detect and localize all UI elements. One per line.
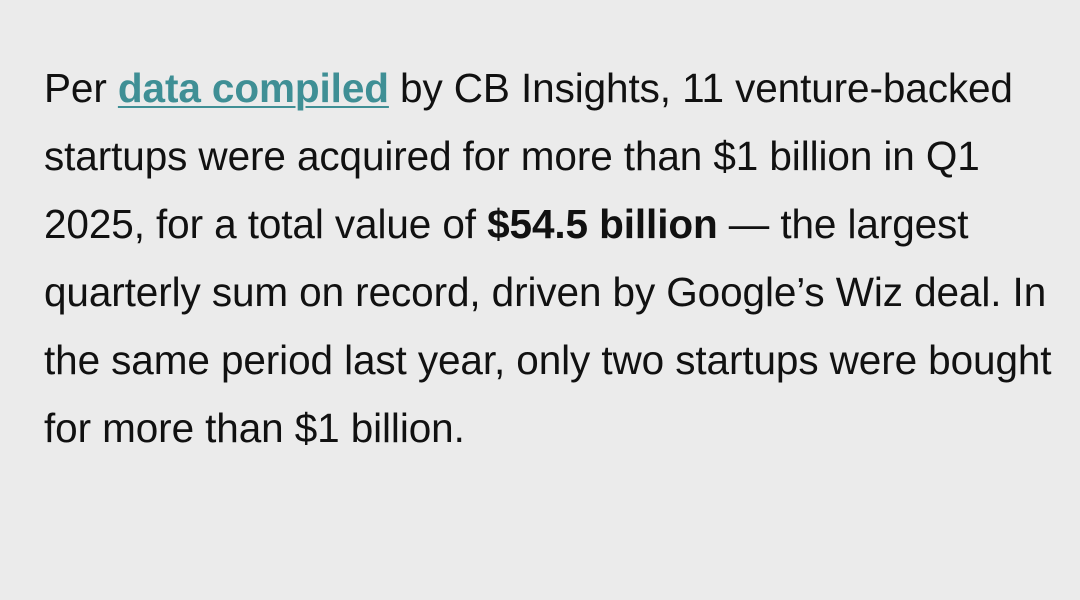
paragraph-text-intro: Per (44, 65, 118, 111)
total-value-highlight: $54.5 billion (487, 201, 718, 247)
paragraph-text-main: by CB Insights, 11 venture-backed startu… (44, 65, 1013, 247)
paragraph-text-end: — the largest quarterly sum on record, d… (44, 201, 1052, 451)
data-compiled-link[interactable]: data compiled (117, 65, 389, 111)
article-paragraph: Per data compiled by CB Insights, 11 ven… (44, 54, 1054, 462)
